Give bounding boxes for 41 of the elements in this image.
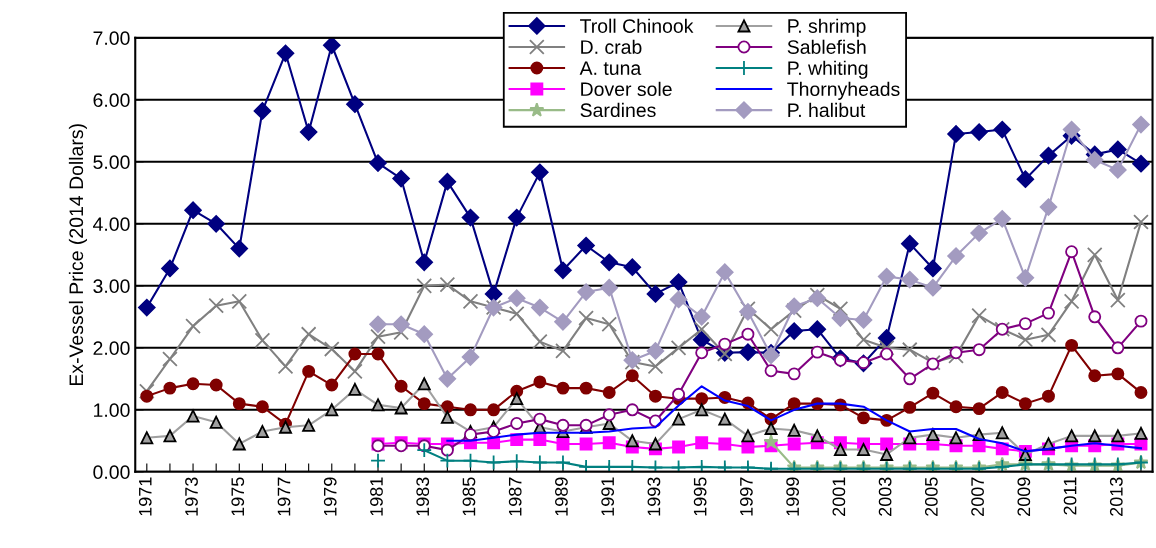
- x-tick-label: 1979: [323, 477, 337, 516]
- y-tick-label: 3.00: [93, 279, 130, 294]
- legend-label: Dover sole: [581, 81, 672, 97]
- x-tick-label: 2001: [832, 477, 846, 516]
- legend-label: Troll Chinook: [580, 18, 694, 33]
- y-tick-label: 7.00: [93, 31, 130, 46]
- x-tick-label: 1989: [555, 477, 568, 516]
- y-axis-title: Ex-Vessel Price (2014 Dollars): [68, 124, 87, 386]
- x-tick-label: 1977: [277, 477, 291, 516]
- legend-label: Thornyheads: [787, 81, 900, 100]
- x-tick-label: 2003: [878, 477, 892, 516]
- legend-label: A. tuna: [579, 61, 642, 76]
- x-tick-label: 1971: [138, 477, 152, 516]
- x-tick-label: 2005: [924, 477, 938, 516]
- y-tick-label: 1.00: [94, 403, 130, 418]
- x-tick-label: 2011: [1063, 477, 1077, 515]
- x-tick-label: 1995: [693, 477, 707, 516]
- x-tick-label: 1999: [786, 477, 800, 516]
- x-tick-label: 2009: [1017, 477, 1031, 516]
- legend-label: D. crab: [581, 39, 642, 54]
- y-tick-label: 4.00: [93, 217, 130, 232]
- x-tick-label: 1993: [647, 477, 661, 516]
- legend-label: P. shrimp: [788, 18, 866, 37]
- legend-label: Sablefish: [787, 39, 866, 54]
- x-tick-label: 1975: [231, 477, 245, 516]
- legend-label: P. halibut: [788, 102, 866, 118]
- x-tick-label: 2013: [1109, 477, 1123, 516]
- x-tick-label: 2007: [971, 477, 984, 516]
- legend-label: P. whiting: [788, 60, 868, 79]
- y-tick-label: 2.00: [93, 341, 130, 356]
- x-tick-label: 1987: [508, 477, 522, 516]
- x-tick-label: 1983: [416, 477, 430, 516]
- x-tick-label: 1997: [739, 477, 753, 516]
- y-tick-label: 5.00: [93, 155, 130, 170]
- y-tick-label: 6.00: [93, 93, 130, 108]
- y-tick-label: 0.00: [93, 465, 130, 480]
- x-tick-label: 1981: [370, 477, 383, 516]
- x-tick-label: 1991: [601, 477, 615, 516]
- x-tick-label: 1973: [185, 477, 198, 516]
- legend-label: Sardines: [580, 102, 656, 118]
- x-tick-label: 1985: [462, 477, 476, 516]
